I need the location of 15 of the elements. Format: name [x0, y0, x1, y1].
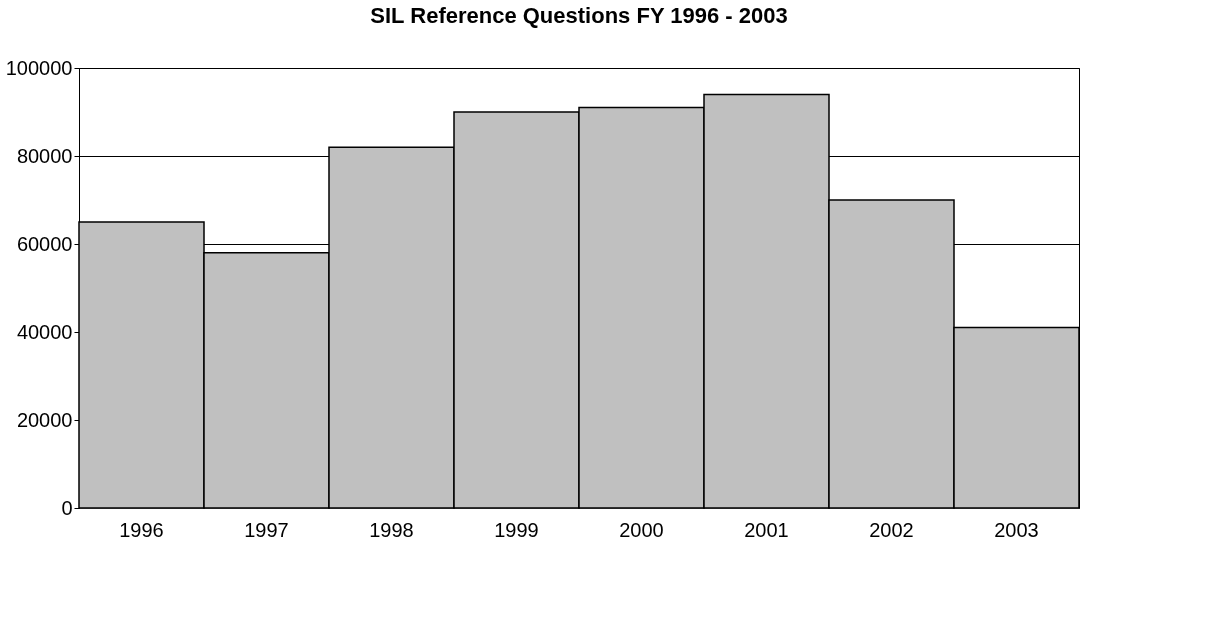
y-tick-label: 0: [61, 496, 73, 519]
x-tick-label: 2003: [994, 518, 1039, 541]
x-tick-label: 1996: [119, 518, 164, 541]
x-tick-label: 2002: [869, 518, 914, 541]
x-tick-label: 1999: [494, 518, 539, 541]
y-tick-label: 60000: [16, 232, 73, 255]
chart-title: SIL Reference Questions FY 1996 - 2003: [370, 3, 788, 28]
y-tick-label: 20000: [16, 408, 73, 431]
y-tick-label: 80000: [16, 144, 73, 167]
x-tick-label: 2000: [619, 518, 664, 541]
x-tick-label: 1998: [369, 518, 414, 541]
x-tick-label: 2001: [744, 518, 789, 541]
y-tick-label: 40000: [16, 320, 73, 343]
x-tick-label: 1997: [244, 518, 289, 541]
y-tick-label: 100000: [5, 56, 73, 79]
